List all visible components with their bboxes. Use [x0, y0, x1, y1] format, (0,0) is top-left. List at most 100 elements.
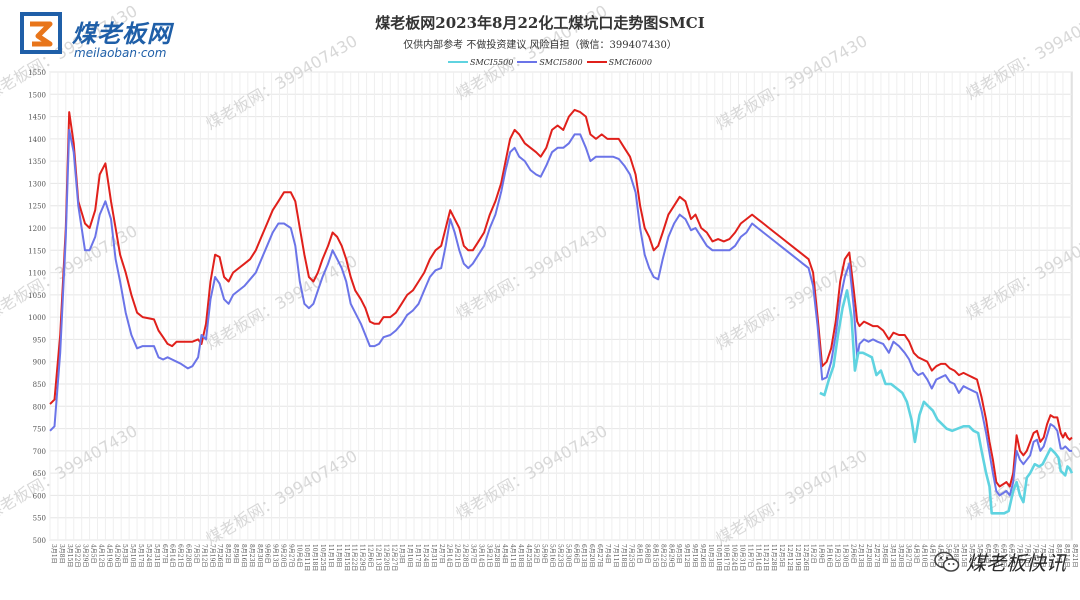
x-tick-label: 5月2日: [533, 544, 540, 564]
x-tick-label: 5月29日: [976, 544, 983, 567]
x-tick-label: 11月15日: [343, 544, 350, 571]
x-tick-label: 10月25日: [319, 544, 326, 571]
x-tick-label: 6月14日: [169, 544, 176, 567]
x-tick-label: 8月2日: [224, 544, 231, 564]
x-tick-label: 12月6日: [367, 544, 374, 567]
x-tick-label: 3月22日: [74, 544, 81, 567]
x-tick-label: 12月26日: [802, 544, 809, 571]
x-tick-label: 10月31日: [738, 544, 745, 571]
x-tick-label: 3月28日: [493, 544, 500, 567]
x-tick-label: 5月17日: [137, 544, 144, 567]
series-line-smci5800: [49, 128, 1072, 497]
x-tick-label: 9月19日: [691, 544, 698, 567]
x-tick-label: 6月5日: [984, 544, 991, 564]
wechat-icon: [934, 551, 960, 572]
x-tick-label: 5月24日: [145, 544, 152, 567]
x-tick-label: 9月27日: [287, 544, 294, 567]
legend-swatch: [448, 61, 468, 63]
x-tick-label: 6月27日: [596, 544, 603, 567]
x-tick-label: 5月16日: [549, 544, 556, 567]
x-tick-label: 10月11日: [303, 544, 310, 571]
legend-label: SMCI5800: [539, 57, 583, 67]
x-tick-label: 11月8日: [335, 544, 342, 567]
x-tick-label: 11月29日: [359, 544, 366, 571]
x-tick-label: 1月24日: [422, 544, 429, 567]
x-tick-label: 2月21日: [454, 544, 461, 567]
x-tick-label: 6月12日: [992, 544, 999, 567]
x-tick-label: 7月31日: [1047, 544, 1054, 567]
x-tick-label: 4月10日: [921, 544, 928, 567]
y-tick-label: 900: [33, 359, 46, 367]
x-tick-label: 1月10日: [406, 544, 413, 567]
x-tick-label: 10月10日: [715, 544, 722, 571]
x-tick-label: 7月11日: [612, 544, 619, 567]
x-tick-label: 10月4日: [295, 544, 302, 567]
legend-swatch: [517, 61, 538, 63]
x-tick-label: 9月13日: [272, 544, 279, 567]
y-tick-label: 600: [33, 492, 46, 500]
y-tick-label: 1200: [28, 225, 46, 233]
x-tick-label: 7月17日: [1031, 544, 1038, 567]
y-tick-label: 1150: [28, 247, 46, 255]
x-tick-label: 8月22日: [659, 544, 666, 567]
logo-icon: [20, 12, 62, 54]
y-tick-label: 1550: [28, 69, 46, 77]
x-tick-label: 3月14日: [477, 544, 484, 567]
x-tick-label: 3月20日: [897, 544, 904, 567]
y-tick-label: 850: [33, 381, 46, 389]
chart-title: 煤老板网2023年8月22化工煤坑口走势图SMCI: [375, 14, 705, 32]
x-tick-label: 4月18日: [517, 544, 524, 567]
series-lines: [49, 108, 1074, 515]
y-tick-label: 1000: [28, 314, 46, 322]
x-tick-label: 11月21日: [762, 544, 769, 571]
x-tick-label: 4月25日: [525, 544, 532, 567]
y-tick-label: 800: [33, 403, 46, 411]
x-tick-label: 10月17日: [723, 544, 730, 571]
legend-swatch: [586, 61, 607, 63]
x-tick-label: 4月12日: [97, 544, 104, 567]
logo-text: 煤老板网: [72, 20, 172, 48]
y-axis: 500 550 600 650 700 750 800 850 900 950 1000 1050 11…: [28, 69, 46, 545]
x-tick-label: 7月18日: [620, 544, 627, 567]
x-tick-label: 7月10日: [1023, 544, 1030, 567]
x-tick-label: 6月19日: [1000, 544, 1007, 567]
series-line-smci5500: [819, 289, 1074, 515]
plot-area: [49, 71, 1073, 541]
y-tick-label: 650: [33, 470, 46, 478]
x-tick-label: 5月23日: [556, 544, 563, 567]
x-tick-label: 8月16日: [240, 544, 247, 567]
x-tick-label: 11月14日: [754, 544, 761, 571]
x-tick-label: 2月27日: [873, 544, 880, 567]
x-tick-label: 6月6日: [572, 544, 579, 564]
x-tick-label: 2月28日: [462, 544, 469, 567]
x-tick-label: 1月2日: [810, 544, 817, 564]
legend: SMCI5500 SMCI5800 SMCI6000: [448, 54, 652, 70]
logo: 煤老板网 meilaoban·com: [16, 10, 226, 64]
x-tick-label: 1月9日: [818, 544, 825, 564]
x-tick-label: 1月3日: [398, 544, 405, 564]
x-tick-label: 2月13日: [857, 544, 864, 567]
x-tick-label: 9月6日: [264, 544, 271, 564]
x-tick-label: 8月29日: [667, 544, 674, 567]
gridlines: [49, 71, 1072, 541]
x-tick-label: 8月23日: [248, 544, 255, 567]
x-tick-label: 3月6日: [881, 544, 888, 564]
x-tick-label: 5月30日: [564, 544, 571, 567]
x-tick-label: 9月12日: [683, 544, 690, 567]
x-axis: 3月1日 3月8日 3月15日 3月22日 3月29日 4月5日 4月12日 4月19日 4月2…: [50, 544, 1078, 571]
x-tick-label: 1月17日: [414, 544, 421, 567]
y-tick-label: 550: [33, 515, 46, 523]
x-tick-label: 10月3日: [707, 544, 714, 567]
x-tick-label: 12月27日: [390, 544, 397, 571]
y-tick-label: 1350: [28, 158, 46, 166]
x-tick-label: 1月16日: [826, 544, 833, 567]
x-tick-label: 12月20日: [382, 544, 389, 571]
x-tick-label: 8月7日: [1055, 544, 1062, 564]
x-tick-label: 6月13日: [580, 544, 587, 567]
series-line-smci6000: [49, 108, 1073, 488]
y-tick-label: 1500: [28, 91, 46, 99]
x-tick-label: 8月9日: [232, 544, 239, 564]
x-tick-label: 5月22日: [968, 544, 975, 567]
x-tick-label: 5月9日: [541, 544, 548, 564]
